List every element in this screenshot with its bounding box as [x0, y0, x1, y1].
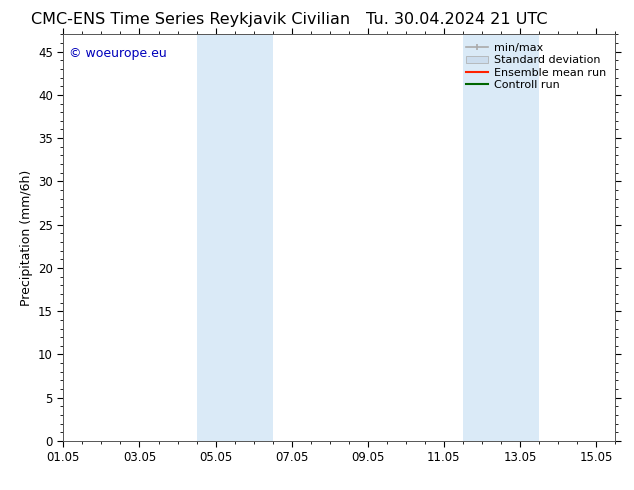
Legend: min/max, Standard deviation, Ensemble mean run, Controll run: min/max, Standard deviation, Ensemble me… — [463, 40, 609, 93]
Text: CMC-ENS Time Series Reykjavik Civilian: CMC-ENS Time Series Reykjavik Civilian — [30, 12, 350, 27]
Bar — [463, 34, 539, 441]
Y-axis label: Precipitation (mm/6h): Precipitation (mm/6h) — [20, 170, 32, 306]
Bar — [197, 34, 273, 441]
Text: Tu. 30.04.2024 21 UTC: Tu. 30.04.2024 21 UTC — [366, 12, 547, 27]
Text: © woeurope.eu: © woeurope.eu — [69, 47, 167, 59]
